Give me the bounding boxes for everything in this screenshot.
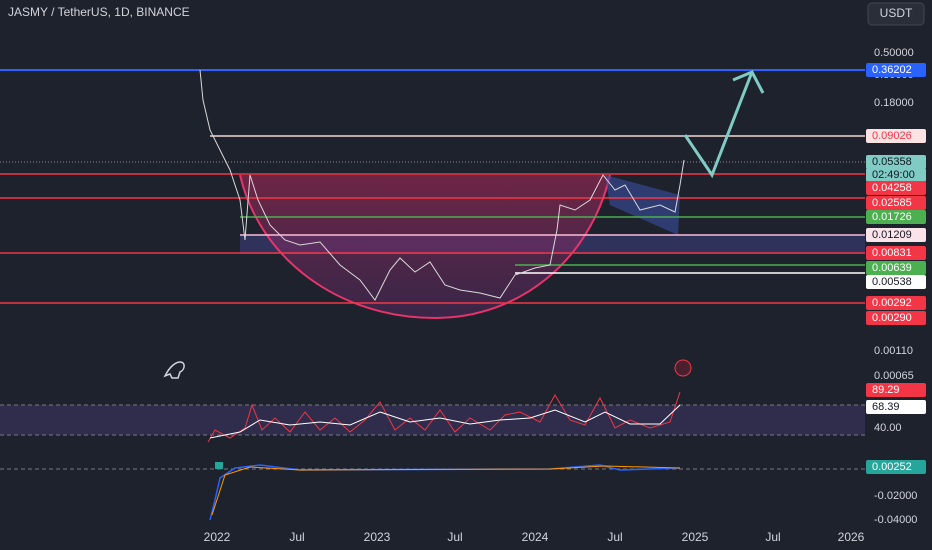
price-tag: 0.05358	[872, 156, 912, 168]
price-tag-bg	[866, 210, 926, 224]
flag	[605, 175, 680, 235]
rsi-ma	[209, 404, 681, 439]
price-axis-label: 0.00110	[874, 345, 913, 357]
currency-label[interactable]: USDT	[880, 6, 913, 20]
dynamic-layer: 0.500000.300000.180000.001100.0006540.00…	[204, 47, 926, 544]
price-tag-bg	[866, 168, 926, 182]
projection-arrow	[683, 71, 754, 179]
time-axis-label: 2025	[682, 530, 709, 544]
rsi-tag-bg	[866, 400, 926, 414]
price-tag-bg	[866, 63, 926, 77]
price-tag-bg	[866, 181, 926, 195]
price-axis-label: -0.02000	[874, 490, 917, 502]
price-tag: 02:49:00	[872, 169, 915, 181]
price-tag: 0.02585	[872, 197, 912, 209]
histogram	[215, 462, 223, 469]
time-axis-label: Jul	[289, 530, 304, 544]
price-axis-label: 0.18000	[874, 97, 914, 109]
price-tag-bg	[866, 196, 926, 210]
alert-icon	[674, 359, 692, 377]
price-tag-bg	[866, 228, 926, 242]
price-tag: 0.00292	[872, 297, 912, 309]
rsi-tag: 68.39	[872, 401, 900, 413]
price-axis-label: -0.04000	[874, 514, 917, 526]
time-axis-label: Jul	[765, 530, 780, 544]
macd-line	[209, 464, 681, 521]
price-tag-bg	[866, 311, 926, 325]
price-axis-label: 40.00	[874, 422, 902, 434]
time-axis-label: 2023	[364, 530, 391, 544]
time-axis-label: 2026	[838, 530, 865, 544]
price-line	[199, 69, 685, 301]
signal-line	[211, 465, 681, 516]
price-tag: 0.01726	[872, 211, 912, 223]
macd-tag: 0.00252	[872, 461, 912, 473]
price-tag: 0.00538	[872, 276, 912, 288]
price-axis-label: 0.00065	[874, 370, 914, 382]
macd-tag-bg	[866, 460, 926, 474]
price-tag-bg	[866, 155, 926, 169]
time-axis-label: Jul	[447, 530, 462, 544]
price-tag: 0.09026	[872, 130, 912, 142]
time-axis-label: 2022	[204, 530, 231, 544]
symbol-title: JASMY / TetherUS, 1D, BINANCE	[8, 5, 190, 19]
price-tag: 0.04258	[872, 182, 912, 194]
price-tag-bg	[866, 275, 926, 289]
rsi-tag-bg	[866, 383, 926, 397]
logo-icon	[163, 361, 185, 379]
cup-curve	[239, 174, 611, 320]
price-tag-bg	[866, 246, 926, 260]
time-axis-label: 2024	[522, 530, 549, 544]
cup-fill	[240, 175, 610, 318]
price-tag: 0.00831	[872, 247, 912, 259]
price-tag: 0.00290	[872, 312, 912, 324]
currency-button[interactable]	[867, 2, 925, 26]
arrow-head	[732, 70, 765, 94]
price-tag: 0.00639	[872, 262, 912, 274]
time-axis-label: Jul	[607, 530, 622, 544]
price-axis-label: 0.50000	[874, 47, 914, 59]
rsi-tag: 89.29	[872, 384, 900, 396]
price-tag-bg	[866, 296, 926, 310]
rsi-line	[207, 391, 681, 443]
price-tag-bg	[866, 261, 926, 275]
price-tag: 0.36202	[872, 64, 912, 76]
price-tag: 0.01209	[872, 229, 912, 241]
price-tag-bg	[866, 129, 926, 143]
